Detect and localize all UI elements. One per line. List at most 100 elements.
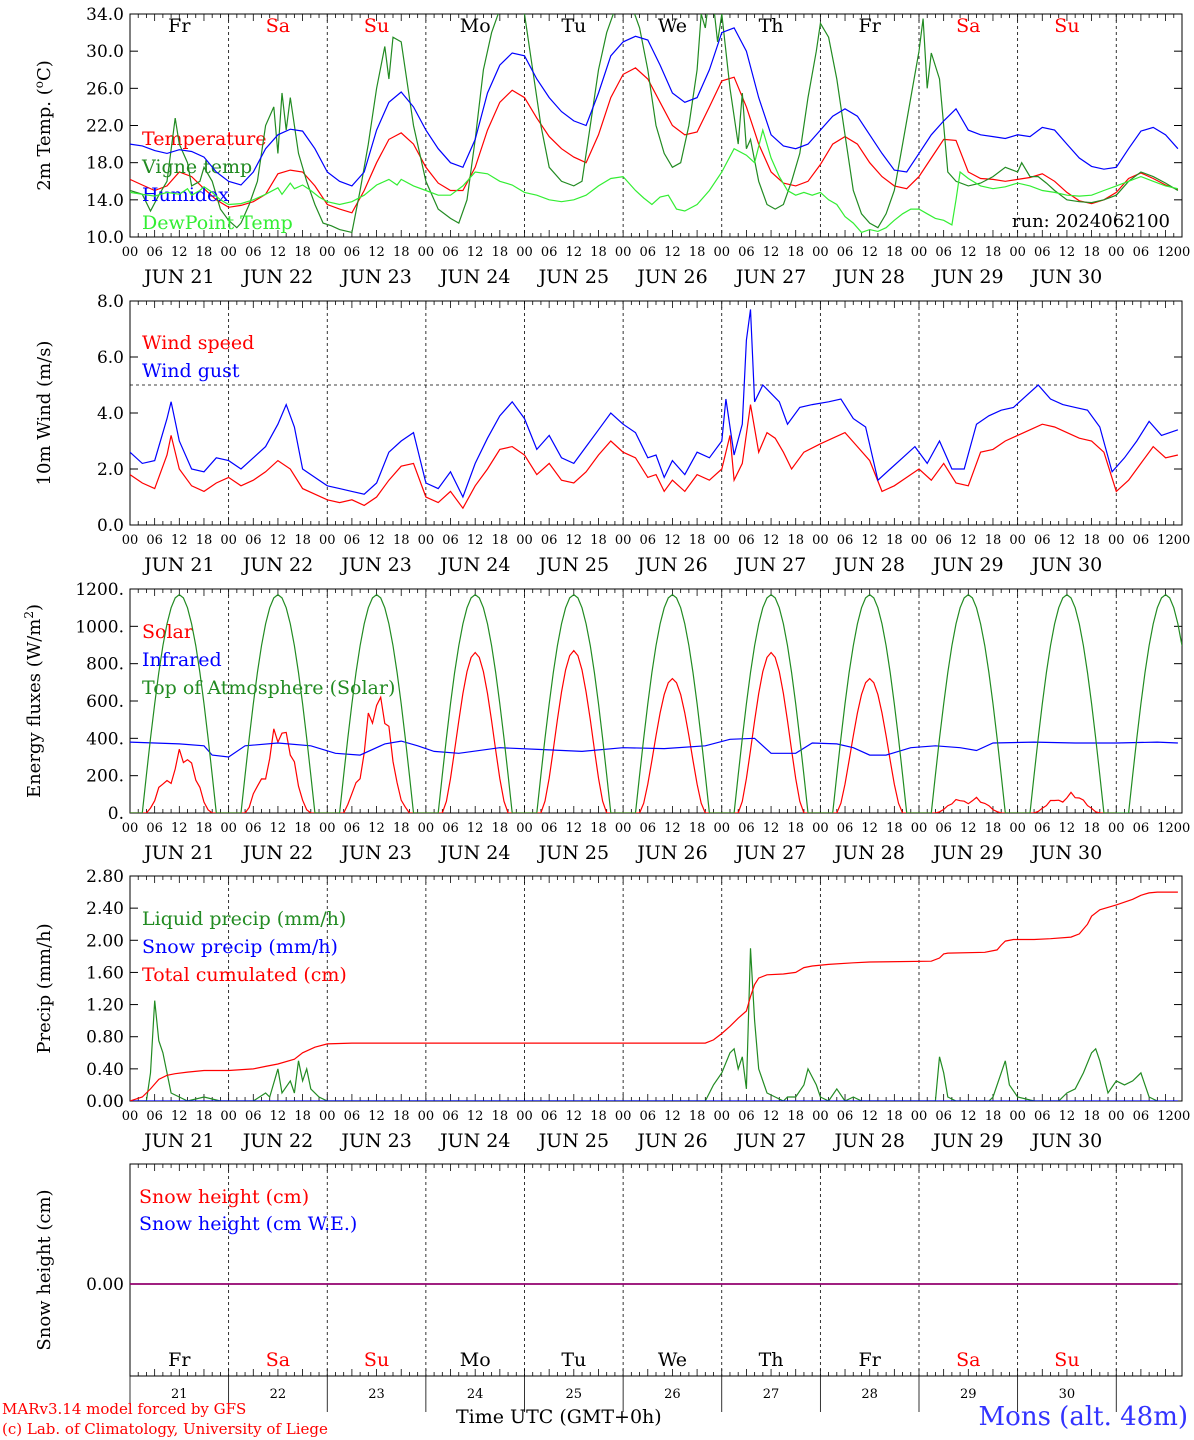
date-label: JUN 27 xyxy=(734,1130,806,1152)
hour-tick-label: 12 xyxy=(270,533,287,548)
y-axis-title: Snow height (cm) xyxy=(34,1189,55,1350)
y-tick-label: 10.0 xyxy=(86,228,124,248)
hour-tick-label: 18 xyxy=(985,533,1002,548)
hour-tick-label: 18 xyxy=(492,1109,509,1124)
date-label: JUN 30 xyxy=(1030,266,1102,288)
legend-temperature: Temperature xyxy=(142,128,266,150)
hour-tick-label: 06 xyxy=(837,821,854,836)
date-label: JUN 29 xyxy=(931,842,1003,864)
date-label: JUN 29 xyxy=(931,266,1003,288)
hour-tick-label: 18 xyxy=(393,245,410,260)
date-label: JUN 23 xyxy=(339,842,411,864)
hour-tick-label: 00 xyxy=(418,821,435,836)
legend-total-cumulated-cm-: Total cumulated (cm) xyxy=(142,964,347,986)
day-number-label: 27 xyxy=(763,1387,780,1402)
hour-tick-label: 12 xyxy=(1059,245,1076,260)
date-label: JUN 22 xyxy=(241,554,313,576)
legend-liquid-precip-mm-h-: Liquid precip (mm/h) xyxy=(142,908,346,930)
hour-tick-label: 12 xyxy=(1059,1109,1076,1124)
hour-tick-label: 18 xyxy=(196,821,213,836)
date-label: JUN 28 xyxy=(832,554,904,576)
hour-tick-label: 12 xyxy=(171,821,188,836)
legend-dewpoint-temp: DewPoint Temp xyxy=(142,212,293,234)
hour-tick-label: 06 xyxy=(245,821,262,836)
hour-tick-label: 12 xyxy=(664,821,681,836)
series-line-infrared xyxy=(130,737,1178,758)
hour-tick-label: 12 xyxy=(664,533,681,548)
hour-tick-label: 18 xyxy=(196,245,213,260)
date-label: JUN 22 xyxy=(241,266,313,288)
hour-tick-label: 06 xyxy=(344,821,361,836)
hour-tick-label: 06 xyxy=(1133,245,1150,260)
hour-tick-label: 06 xyxy=(738,245,755,260)
hour-tick-label: 06 xyxy=(935,533,952,548)
hour-tick-label: 12 xyxy=(1059,533,1076,548)
y-axis-title: Energy fluxes (W/m2) xyxy=(22,604,45,798)
hour-tick-label: 18 xyxy=(886,533,903,548)
hour-tick-label: 18 xyxy=(196,1109,213,1124)
hour-tick-label: 06 xyxy=(640,821,657,836)
date-label: JUN 24 xyxy=(438,842,510,864)
y-tick-label: 0.00 xyxy=(86,1275,124,1295)
date-label: JUN 22 xyxy=(241,842,313,864)
hour-tick-label: 06 xyxy=(146,821,163,836)
y-tick-label: 8.0 xyxy=(97,292,124,312)
hour-tick-label: 12 xyxy=(566,533,583,548)
weekday-label: Sa xyxy=(956,1349,980,1371)
date-label: JUN 24 xyxy=(438,554,510,576)
hour-tick-label: 12 xyxy=(171,1109,188,1124)
date-label: JUN 30 xyxy=(1030,842,1102,864)
hour-tick-label: 00 xyxy=(122,821,139,836)
hour-tick-label: 06 xyxy=(344,245,361,260)
hour-tick-label: 12 xyxy=(1157,533,1174,548)
hour-tick-label: 18 xyxy=(393,821,410,836)
y-tick-label: 0. xyxy=(108,804,124,824)
hour-tick-label: 06 xyxy=(1034,821,1051,836)
weekday-label: Th xyxy=(759,15,784,37)
hour-tick-label: 00 xyxy=(812,821,829,836)
hour-tick-label: 06 xyxy=(1034,245,1051,260)
hour-tick-label: 18 xyxy=(689,533,706,548)
hour-tick-label: 00 xyxy=(220,533,237,548)
hour-tick-label: 12 xyxy=(467,821,484,836)
panel-5: 0.00 Snow height (cm) Snow height (cm) Snow… xyxy=(34,1163,1183,1412)
hour-tick-label: 12 xyxy=(960,533,977,548)
panel-4: 0.00 0.40 0.80 1.20 1.60 2.00 2.40 2.80 Precip (… xyxy=(34,867,1190,1152)
hour-tick-label: 00 xyxy=(319,1109,336,1124)
legend-vigne-temp: Vigne temp xyxy=(141,156,252,178)
hour-tick-label: 00 xyxy=(418,1109,435,1124)
y-tick-label: 26.0 xyxy=(86,79,124,99)
hour-tick-label: 00 xyxy=(516,533,533,548)
hour-tick-label: 06 xyxy=(640,1109,657,1124)
hour-tick-label: 12 xyxy=(1059,821,1076,836)
run-label: run: 2024062100 xyxy=(1012,211,1170,232)
hour-tick-label: 18 xyxy=(294,821,311,836)
hour-tick-label: 12 xyxy=(368,533,385,548)
location-label: Mons (alt. 48m) xyxy=(978,1402,1188,1432)
hour-tick-label: 06 xyxy=(541,821,558,836)
date-label: JUN 30 xyxy=(1030,1130,1102,1152)
y-tick-label: 14.0 xyxy=(86,191,124,211)
y-tick-label: 2.40 xyxy=(86,899,124,919)
hour-tick-label: 18 xyxy=(985,245,1002,260)
hour-tick-label: 06 xyxy=(344,533,361,548)
hour-tick-label: 00 xyxy=(615,245,632,260)
date-label: JUN 28 xyxy=(832,842,904,864)
hour-tick-label: 00 xyxy=(516,245,533,260)
hour-tick-label: 06 xyxy=(245,245,262,260)
hour-tick-label: 18 xyxy=(393,1109,410,1124)
hour-tick-label: 00 xyxy=(615,533,632,548)
time-axis-title: Time UTC (GMT+0h) xyxy=(456,1406,662,1428)
hour-tick-label: 00 xyxy=(1009,1109,1026,1124)
hour-tick-label: 12 xyxy=(270,245,287,260)
hour-tick-label: 00 xyxy=(1174,533,1191,548)
date-label: JUN 25 xyxy=(537,554,609,576)
hour-tick-label: 06 xyxy=(541,533,558,548)
hour-tick-label: 00 xyxy=(418,533,435,548)
unit-close: ) xyxy=(24,604,45,611)
hour-tick-label: 18 xyxy=(787,533,804,548)
hour-tick-label: 18 xyxy=(787,1109,804,1124)
hour-tick-label: 12 xyxy=(467,1109,484,1124)
weekday-label: Tu xyxy=(561,1349,586,1371)
hour-tick-label: 18 xyxy=(492,821,509,836)
